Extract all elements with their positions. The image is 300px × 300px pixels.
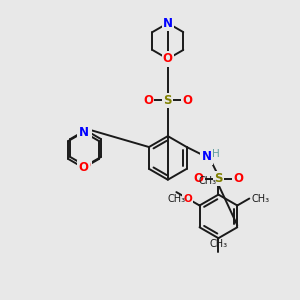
Text: O: O bbox=[194, 172, 204, 185]
Text: O: O bbox=[163, 52, 173, 65]
Text: O: O bbox=[183, 94, 193, 107]
Text: H: H bbox=[212, 149, 219, 159]
Text: N: N bbox=[202, 150, 212, 164]
Text: S: S bbox=[164, 94, 172, 107]
Text: N: N bbox=[81, 124, 91, 137]
Text: CH₃: CH₃ bbox=[167, 194, 185, 204]
Text: N: N bbox=[163, 17, 173, 30]
Text: CH₃: CH₃ bbox=[251, 194, 269, 203]
Text: O: O bbox=[233, 172, 243, 185]
Text: S: S bbox=[214, 172, 223, 185]
Text: O: O bbox=[143, 94, 153, 107]
Text: CH₃: CH₃ bbox=[209, 239, 227, 249]
Text: O: O bbox=[81, 159, 91, 172]
Text: CH₃: CH₃ bbox=[198, 176, 216, 186]
Text: N: N bbox=[79, 126, 88, 139]
Text: O: O bbox=[183, 194, 192, 203]
Text: O: O bbox=[79, 161, 88, 174]
